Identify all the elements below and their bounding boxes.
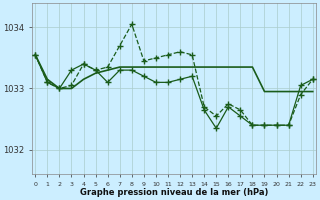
X-axis label: Graphe pression niveau de la mer (hPa): Graphe pression niveau de la mer (hPa) <box>80 188 268 197</box>
